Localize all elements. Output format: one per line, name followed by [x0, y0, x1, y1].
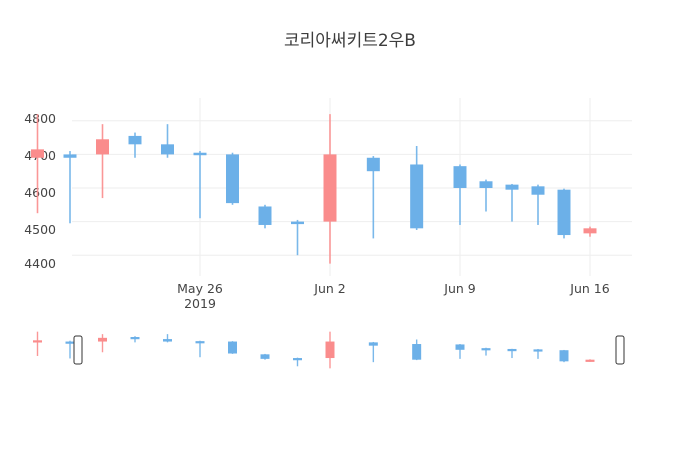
candlestick[interactable]	[31, 114, 44, 214]
candlestick[interactable]	[226, 152, 239, 205]
rangeslider-candlestick[interactable]	[585, 359, 595, 362]
candlestick[interactable]	[193, 151, 207, 219]
rangeslider-candlestick[interactable]	[260, 353, 270, 360]
candlestick[interactable]	[128, 132, 142, 158]
rangeslider-candlestick[interactable]	[559, 349, 569, 363]
rangeslider-handles[interactable]	[73, 335, 625, 365]
x-tick-label-jun-2: Jun 2	[314, 281, 346, 296]
rangeslider-candlestick[interactable]	[507, 348, 517, 359]
candlestick[interactable]	[531, 184, 545, 225]
chart-title: 코리아써키트2우B	[284, 31, 416, 51]
candlestick[interactable]	[583, 226, 597, 237]
rangeslider-candlestick[interactable]	[481, 347, 491, 356]
x-tick-label-may-26: May 26	[177, 281, 223, 296]
gridlines	[72, 98, 632, 276]
rangeslider-candlestick[interactable]	[325, 331, 335, 369]
candlestick[interactable]	[410, 146, 424, 230]
candlestick[interactable]	[96, 124, 109, 199]
candlestick[interactable]	[258, 204, 272, 229]
rangeslider-candlestick[interactable]	[98, 334, 107, 353]
candlestick[interactable]	[479, 179, 493, 212]
candlestick[interactable]	[366, 156, 380, 239]
x-tick-label-jun-9: Jun 9	[444, 281, 476, 296]
candle-series-main[interactable]	[31, 114, 597, 264]
range-slider-left-handle[interactable]	[73, 335, 83, 365]
rangeslider-candlestick[interactable]	[163, 334, 172, 343]
candlestick[interactable]	[557, 188, 571, 239]
rangeslider-candlestick[interactable]	[293, 357, 302, 367]
rangeslider-candlestick[interactable]	[130, 336, 140, 343]
x-tick-label-jun-16: Jun 16	[570, 281, 610, 296]
rangeslider-candlestick[interactable]	[33, 331, 42, 356]
y-tick-label-4500: 4500	[24, 222, 56, 237]
y-tick-label-4400: 4400	[24, 256, 56, 271]
candlestick[interactable]	[161, 124, 174, 158]
rangeslider-candlestick[interactable]	[412, 339, 422, 361]
candlestick[interactable]	[505, 183, 519, 222]
candlestick[interactable]	[453, 164, 467, 225]
y-tick-label-4800: 4800	[24, 111, 56, 126]
candlestick[interactable]	[63, 151, 77, 224]
candle-series-rangeslider[interactable]	[33, 331, 595, 369]
rangeslider-candlestick[interactable]	[455, 344, 465, 359]
candlestick[interactable]	[323, 114, 337, 264]
rangeslider-candlestick[interactable]	[368, 341, 378, 363]
range-slider-right-handle[interactable]	[615, 335, 625, 365]
y-tick-label-4600: 4600	[24, 185, 56, 200]
rangeslider-candlestick[interactable]	[65, 340, 75, 359]
rangeslider-candlestick[interactable]	[228, 341, 237, 354]
candlestick[interactable]	[291, 219, 304, 256]
rangeslider-candlestick[interactable]	[195, 340, 205, 358]
x-tick-label-year-2019: 2019	[184, 296, 216, 311]
rangeslider-candlestick[interactable]	[533, 348, 543, 359]
